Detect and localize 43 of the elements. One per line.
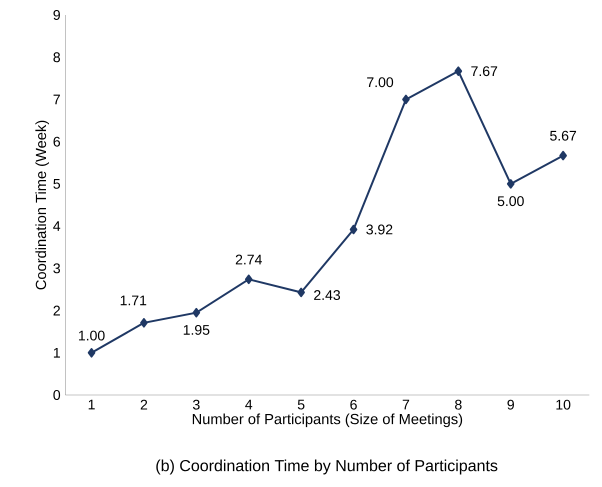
x-axis-title: Number of Participants (Size of Meetings) xyxy=(192,413,462,428)
text: (b) Coordination Time by Number of Participants xyxy=(156,460,498,474)
point xyxy=(402,94,410,104)
y-tick-label: 2 xyxy=(54,306,60,316)
data-label: 1.95 xyxy=(184,324,210,335)
data-label: 5.67 xyxy=(550,130,576,141)
x-tick-label: 2 xyxy=(140,400,148,410)
data-label: 1.00 xyxy=(78,330,105,341)
point xyxy=(454,66,462,76)
x-tick-label: 7 xyxy=(402,400,410,410)
point xyxy=(192,308,200,318)
x-tick-label: 6 xyxy=(350,400,357,410)
y-tick-label: 1 xyxy=(54,348,60,358)
y-tick-label: 7 xyxy=(54,94,60,104)
y-tick-label: 8 xyxy=(53,52,60,62)
y-tick-label: 9 xyxy=(53,10,60,20)
y-tick-label: 4 xyxy=(53,221,60,231)
data-label: 1.71 xyxy=(120,296,146,306)
data-label: 3.92 xyxy=(366,224,392,234)
data-label: 2.43 xyxy=(314,290,340,300)
x-tick-label: 8 xyxy=(455,400,462,410)
point xyxy=(88,348,96,358)
x-tick-label: 10 xyxy=(556,400,570,410)
data-label: 7.67 xyxy=(471,66,498,76)
data-label: 7.00 xyxy=(367,77,394,88)
y-axis-title: Coordination Time (Week) xyxy=(35,120,50,290)
point xyxy=(559,150,567,160)
x-tick-label: 3 xyxy=(192,400,200,410)
y-tick-label: 0 xyxy=(53,390,60,400)
point xyxy=(350,224,358,234)
point xyxy=(297,288,305,298)
x-tick-label: 4 xyxy=(245,400,252,410)
x-tick-label: 1 xyxy=(88,400,95,410)
y-tick-label: 6 xyxy=(54,136,60,147)
point xyxy=(140,318,148,328)
data-label: 2.74 xyxy=(236,254,262,264)
point xyxy=(244,274,253,284)
y-tick-label: 3 xyxy=(53,263,60,274)
x-tick-label: 5 xyxy=(298,400,304,410)
point xyxy=(506,179,515,189)
data-label: 5.00 xyxy=(498,196,524,206)
x-tick-label: 9 xyxy=(507,400,514,410)
y-tick-label: 5 xyxy=(53,179,60,189)
